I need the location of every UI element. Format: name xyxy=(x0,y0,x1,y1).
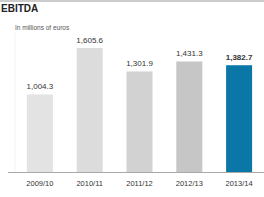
x-tick-label: 2011/12 xyxy=(126,179,153,188)
data-label: 1,605.6 xyxy=(76,36,103,45)
data-label: 1,004.3 xyxy=(27,82,54,91)
title: EBITDA xyxy=(1,3,38,14)
data-label: 1,431.3 xyxy=(176,49,203,58)
x-tick-label: 2012/13 xyxy=(176,179,203,188)
x-tick-label: 2013/14 xyxy=(226,179,253,188)
bar xyxy=(226,65,252,172)
bar xyxy=(27,94,53,172)
chart: EBITDA In millions of euros 1,004.3 2009/10… xyxy=(0,0,264,197)
y-range-line xyxy=(15,33,16,172)
data-label: 1,301.9 xyxy=(126,59,153,68)
subtitle: In millions of euros xyxy=(15,24,70,31)
x-axis xyxy=(8,172,264,173)
x-tick-label: 2010/11 xyxy=(76,179,103,188)
bar xyxy=(127,71,153,172)
data-label: 1,382.7 xyxy=(226,53,253,62)
bars xyxy=(27,48,252,172)
x-tick-label: 2009/10 xyxy=(26,179,53,188)
chart-container: EBITDA In millions of euros 1,004.3 2009/10… xyxy=(0,0,264,197)
bar xyxy=(176,61,202,172)
bar xyxy=(77,48,103,172)
top-rule xyxy=(0,1,264,2)
